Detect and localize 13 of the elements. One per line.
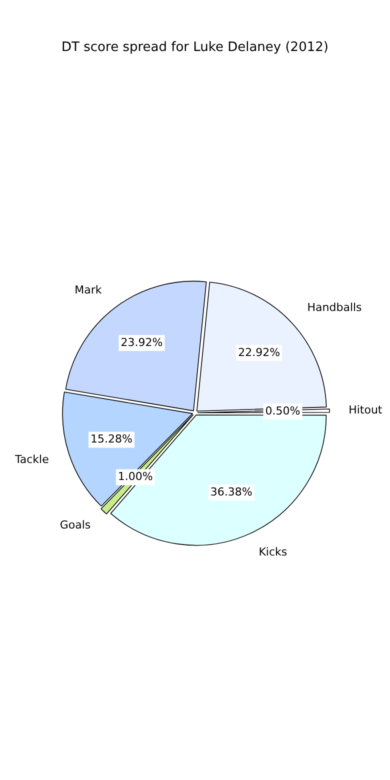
chart-title: DT score spread for Luke Delaney (2012) <box>62 40 328 56</box>
data-label: 15.28% <box>90 432 132 446</box>
slice-label: Kicks <box>258 545 288 558</box>
slice-label: Hitout <box>348 403 383 416</box>
data-label: 22.92% <box>238 346 280 359</box>
slice-label: Goals <box>60 518 91 532</box>
data-label: 36.38% <box>210 486 252 499</box>
data-label: 23.92% <box>120 336 163 349</box>
data-label: 0.50% <box>265 404 300 418</box>
slice-label: Tackle <box>14 452 50 466</box>
slice-label: Handballs <box>307 300 362 314</box>
data-label: 1.00% <box>118 470 153 484</box>
slice-label: Mark <box>74 284 102 297</box>
